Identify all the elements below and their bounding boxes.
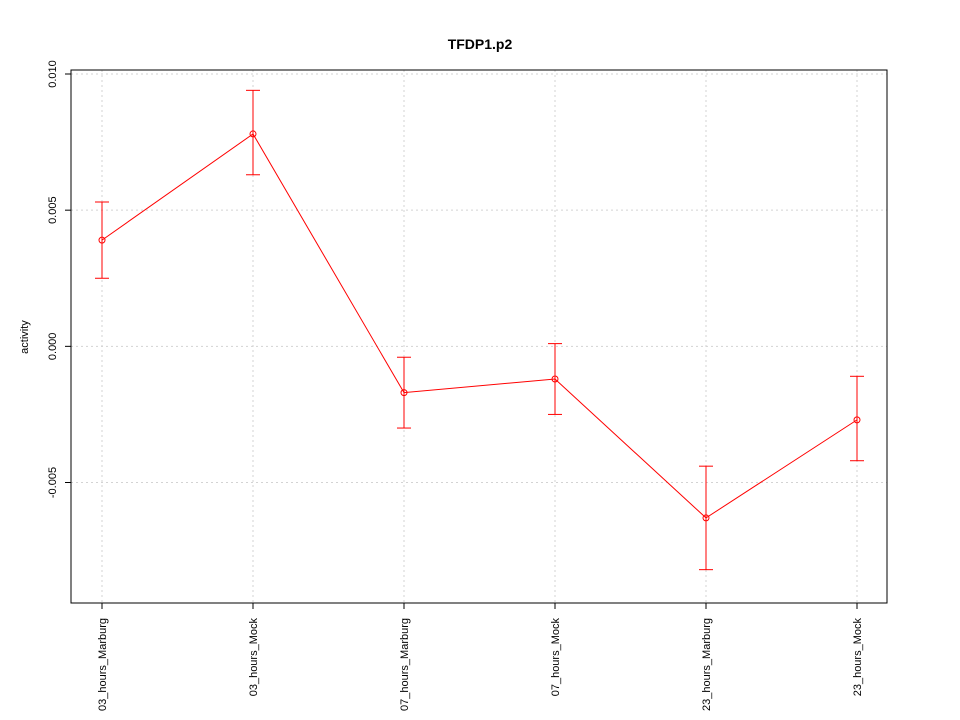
series-line — [101, 133, 858, 519]
y-tick-label: 0.005 — [47, 196, 59, 224]
y-tick-label: 0.010 — [47, 60, 59, 88]
axes-layer: -0.005 0.000 0.005 0.010 03_hours_Marburg 03_… — [47, 60, 888, 711]
data-point — [98, 236, 106, 244]
data-point — [400, 389, 408, 397]
x-tick-label: 07_hours_Mock — [550, 618, 562, 697]
data-point — [702, 514, 710, 522]
x-tick-label: 03_hours_Marburg — [97, 618, 109, 711]
data-point — [249, 130, 257, 138]
y-tick-label: 0.000 — [47, 333, 59, 361]
x-tick-label: 03_hours_Mock — [248, 618, 260, 697]
y-tick-label: -0.005 — [47, 467, 59, 498]
x-tick-label: 23_hours_Marburg — [701, 618, 713, 711]
x-tick-label: 23_hours_Mock — [852, 618, 864, 697]
data-point — [551, 375, 559, 383]
x-tick-label: 07_hours_Marburg — [399, 618, 411, 711]
y-axis-title: activity — [19, 320, 31, 354]
data-point — [853, 416, 861, 424]
marks-layer — [95, 89, 864, 571]
plot-frame — [70, 69, 888, 604]
grid-layer — [71, 70, 887, 603]
chart-title: TFDP1.p2 — [448, 36, 513, 52]
